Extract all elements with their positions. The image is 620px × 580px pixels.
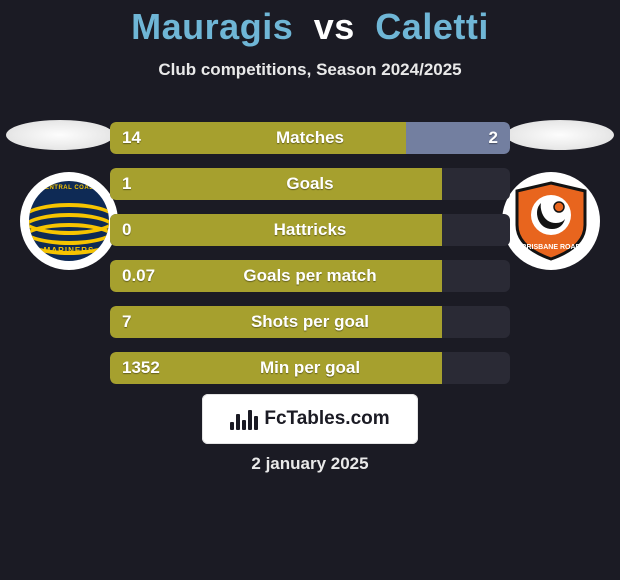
source-badge: FcTables.com <box>202 394 418 444</box>
stat-label: Shots per goal <box>110 306 510 338</box>
stat-row: Goals per match0.07 <box>110 260 510 292</box>
stat-label: Matches <box>110 122 510 154</box>
stat-row: Matches14 2 <box>110 122 510 154</box>
club-crest-right: BRISBANE ROAR <box>502 172 600 270</box>
stat-row: Hattricks0 <box>110 214 510 246</box>
stat-label: Hattricks <box>110 214 510 246</box>
date-label: 2 january 2025 <box>0 454 620 474</box>
stat-row: Shots per goal7 <box>110 306 510 338</box>
stat-value-left: 14 <box>122 122 141 154</box>
stat-value-left: 1352 <box>122 352 160 384</box>
platform-left <box>6 120 114 150</box>
club-crest-left: CENTRAL COAST MARINERS <box>20 172 118 270</box>
stat-row: Min per goal1352 <box>110 352 510 384</box>
vs-text: vs <box>314 6 355 47</box>
stat-value-left: 7 <box>122 306 131 338</box>
stat-row: Goals1 <box>110 168 510 200</box>
fctables-icon <box>230 408 258 430</box>
crest-right-label: BRISBANE ROAR <box>521 244 580 251</box>
stat-value-left: 0 <box>122 214 131 246</box>
stat-value-left: 1 <box>122 168 131 200</box>
player2-name: Caletti <box>375 6 489 47</box>
source-label: FcTables.com <box>264 408 389 430</box>
stat-label: Goals <box>110 168 510 200</box>
subtitle: Club competitions, Season 2024/2025 <box>0 60 620 80</box>
stat-value-right: 2 <box>489 122 498 154</box>
stat-label: Min per goal <box>110 352 510 384</box>
stat-bars: Matches14 2 Goals1 Hattricks0 Goals per matc… <box>110 122 510 398</box>
stat-value-left: 0.07 <box>122 260 155 292</box>
crest-left-bottom-text: MARINERS <box>29 246 109 255</box>
comparison-title: Mauragis vs Caletti <box>0 0 620 48</box>
platform-right <box>506 120 614 150</box>
stat-label: Goals per match <box>110 260 510 292</box>
crest-left-top-text: CENTRAL COAST <box>29 185 109 191</box>
player1-name: Mauragis <box>131 6 293 47</box>
